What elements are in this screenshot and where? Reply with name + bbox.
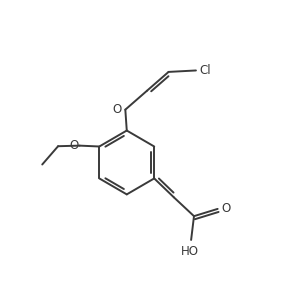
Text: O: O [221, 202, 230, 215]
Text: O: O [69, 139, 79, 151]
Text: HO: HO [181, 245, 199, 258]
Text: O: O [113, 103, 122, 116]
Text: Cl: Cl [199, 64, 211, 77]
